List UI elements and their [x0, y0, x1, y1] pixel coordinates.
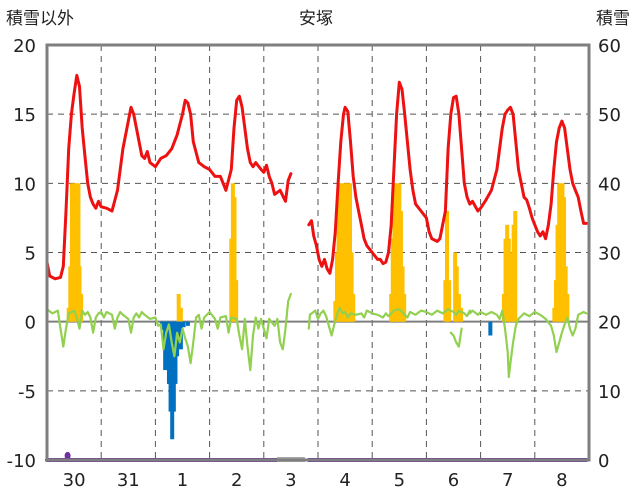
bar-mark: [459, 307, 464, 322]
x-tick-label: 5: [394, 470, 405, 491]
left-tick-label: -10: [7, 451, 36, 472]
series-line: [468, 309, 588, 379]
snow-marker: [64, 451, 71, 460]
bar-mark: [456, 294, 461, 322]
bar-mark: [234, 280, 239, 322]
left-tick-label: 15: [13, 105, 36, 126]
x-tick-label: 4: [339, 470, 350, 491]
left-tick-label: 5: [25, 244, 36, 265]
x-tick-label: 1: [177, 470, 188, 491]
right-axis-label: 積雪: [596, 9, 630, 29]
left-tick-label: 20: [13, 36, 36, 57]
x-tick-label: 7: [502, 470, 513, 491]
bar-mark: [565, 294, 570, 322]
x-tick-label: 8: [556, 470, 567, 491]
series-line: [449, 327, 463, 348]
chart-title: 安塚: [299, 9, 333, 29]
right-tick-label: 10: [598, 382, 621, 403]
series-line: [307, 80, 588, 275]
left-tick-label: -5: [18, 382, 36, 403]
bar-mark: [447, 280, 452, 322]
x-tick-label: 6: [448, 470, 459, 491]
bar-mark: [79, 294, 84, 322]
right-tick-label: 20: [598, 313, 621, 334]
left-axis-label: 積雪以外: [6, 9, 74, 29]
series-line: [45, 73, 293, 281]
bar-mark: [232, 197, 237, 322]
series-line: [45, 292, 292, 372]
bar-mark: [176, 294, 181, 322]
plot-frame: [45, 43, 591, 462]
x-tick-label: 30: [63, 470, 86, 491]
bar-mark: [444, 211, 449, 322]
right-tick-label: 30: [598, 244, 621, 265]
bar-mark: [454, 266, 459, 322]
bar-mark: [181, 321, 186, 328]
bar-mark: [402, 294, 407, 322]
right-tick-label: 0: [598, 451, 609, 472]
bar-mark: [513, 211, 518, 322]
x-tick-label: 2: [231, 470, 242, 491]
bar-mark: [488, 321, 493, 336]
right-tick-label: 60: [598, 36, 621, 57]
x-tick-label: 31: [117, 470, 140, 491]
series-line: [307, 306, 471, 337]
bar-mark: [185, 321, 190, 326]
left-tick-label: 0: [25, 313, 36, 334]
bar-mark: [76, 183, 81, 322]
bar-mark: [349, 252, 354, 322]
bar-mark: [398, 211, 403, 322]
bar-mark: [351, 294, 356, 322]
bar-mark: [562, 197, 567, 322]
left-tick-label: 10: [13, 174, 36, 195]
x-tick-label: 3: [285, 470, 296, 491]
bar-mark: [178, 307, 183, 322]
right-tick-label: 50: [598, 105, 621, 126]
right-tick-label: 40: [598, 174, 621, 195]
